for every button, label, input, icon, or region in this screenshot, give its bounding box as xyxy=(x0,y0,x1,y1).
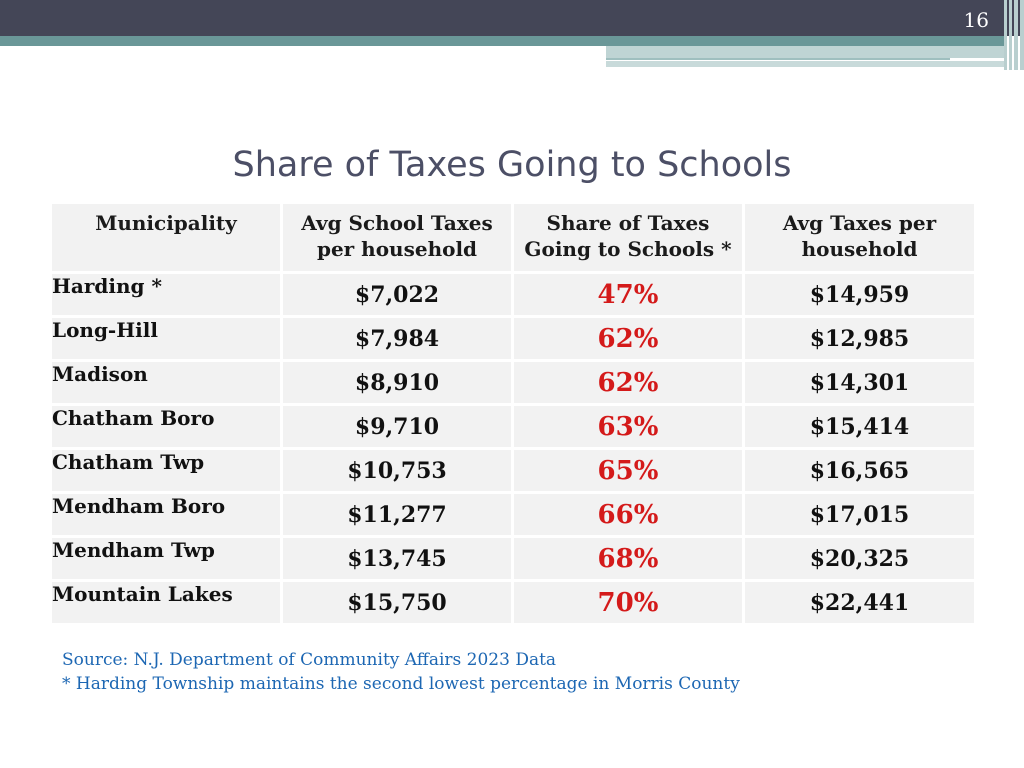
avg-taxes-cell: $16,565 xyxy=(743,448,974,494)
table-row: Madison $8,910 62% $14,301 xyxy=(52,360,974,406)
source-note: Source: N.J. Department of Community Aff… xyxy=(62,650,557,670)
column-header-avg-taxes: Avg Taxes per household xyxy=(743,204,974,274)
avg-school-taxes-cell: $8,910 xyxy=(281,360,514,406)
tax-share-table: Municipality Avg School Taxes per househ… xyxy=(52,204,974,626)
municipality-cell: Long-Hill xyxy=(52,316,283,362)
municipality-cell: Madison xyxy=(52,360,283,406)
page-number: 16 xyxy=(963,8,989,32)
header-accent-line xyxy=(606,58,950,60)
slide-title: Share of Taxes Going to Schools xyxy=(232,145,792,185)
header-accent-band xyxy=(0,36,1004,46)
table-header-row: Municipality Avg School Taxes per househ… xyxy=(52,204,974,274)
header-accent-stripe xyxy=(606,46,1004,58)
slide-header-bar xyxy=(0,0,1024,36)
municipality-cell: Chatham Boro xyxy=(52,404,283,450)
avg-taxes-cell: $22,441 xyxy=(743,580,974,626)
share-to-schools-cell: 68% xyxy=(512,536,745,582)
municipality-cell: Mendham Boro xyxy=(52,492,283,538)
harding-footnote: * Harding Township maintains the second … xyxy=(62,674,740,694)
share-to-schools-cell: 47% xyxy=(512,272,745,318)
avg-school-taxes-cell: $10,753 xyxy=(281,448,514,494)
table-row: Chatham Twp $10,753 65% $16,565 xyxy=(52,448,974,494)
share-to-schools-cell: 62% xyxy=(512,360,745,406)
share-to-schools-cell: 62% xyxy=(512,316,745,362)
header-vertical-bars xyxy=(1004,0,1024,70)
avg-school-taxes-cell: $15,750 xyxy=(281,580,514,626)
table-row: Mendham Boro $11,277 66% $17,015 xyxy=(52,492,974,538)
municipality-cell: Mountain Lakes xyxy=(52,580,283,626)
header-accent-stripe-lower xyxy=(606,61,1004,67)
share-to-schools-cell: 65% xyxy=(512,448,745,494)
municipality-cell: Mendham Twp xyxy=(52,536,283,582)
avg-taxes-cell: $20,325 xyxy=(743,536,974,582)
avg-taxes-cell: $15,414 xyxy=(743,404,974,450)
municipality-cell: Chatham Twp xyxy=(52,448,283,494)
share-to-schools-cell: 66% xyxy=(512,492,745,538)
avg-school-taxes-cell: $9,710 xyxy=(281,404,514,450)
avg-taxes-cell: $14,959 xyxy=(743,272,974,318)
avg-taxes-cell: $14,301 xyxy=(743,360,974,406)
column-header-share-of-taxes: Share of Taxes Going to Schools * xyxy=(512,204,745,274)
table-row: Mendham Twp $13,745 68% $20,325 xyxy=(52,536,974,582)
column-header-avg-school-taxes: Avg School Taxes per household xyxy=(281,204,514,274)
avg-school-taxes-cell: $7,984 xyxy=(281,316,514,362)
avg-school-taxes-cell: $11,277 xyxy=(281,492,514,538)
table-row: Mountain Lakes $15,750 70% $22,441 xyxy=(52,580,974,626)
avg-taxes-cell: $17,015 xyxy=(743,492,974,538)
share-to-schools-cell: 70% xyxy=(512,580,745,626)
avg-school-taxes-cell: $7,022 xyxy=(281,272,514,318)
footnotes: Source: N.J. Department of Community Aff… xyxy=(62,648,740,696)
table-row: Long-Hill $7,984 62% $12,985 xyxy=(52,316,974,362)
table-row: Harding * $7,022 47% $14,959 xyxy=(52,272,974,318)
avg-school-taxes-cell: $13,745 xyxy=(281,536,514,582)
municipality-cell: Harding * xyxy=(52,272,283,318)
table-row: Chatham Boro $9,710 63% $15,414 xyxy=(52,404,974,450)
avg-taxes-cell: $12,985 xyxy=(743,316,974,362)
share-to-schools-cell: 63% xyxy=(512,404,745,450)
column-header-municipality: Municipality xyxy=(52,204,283,274)
